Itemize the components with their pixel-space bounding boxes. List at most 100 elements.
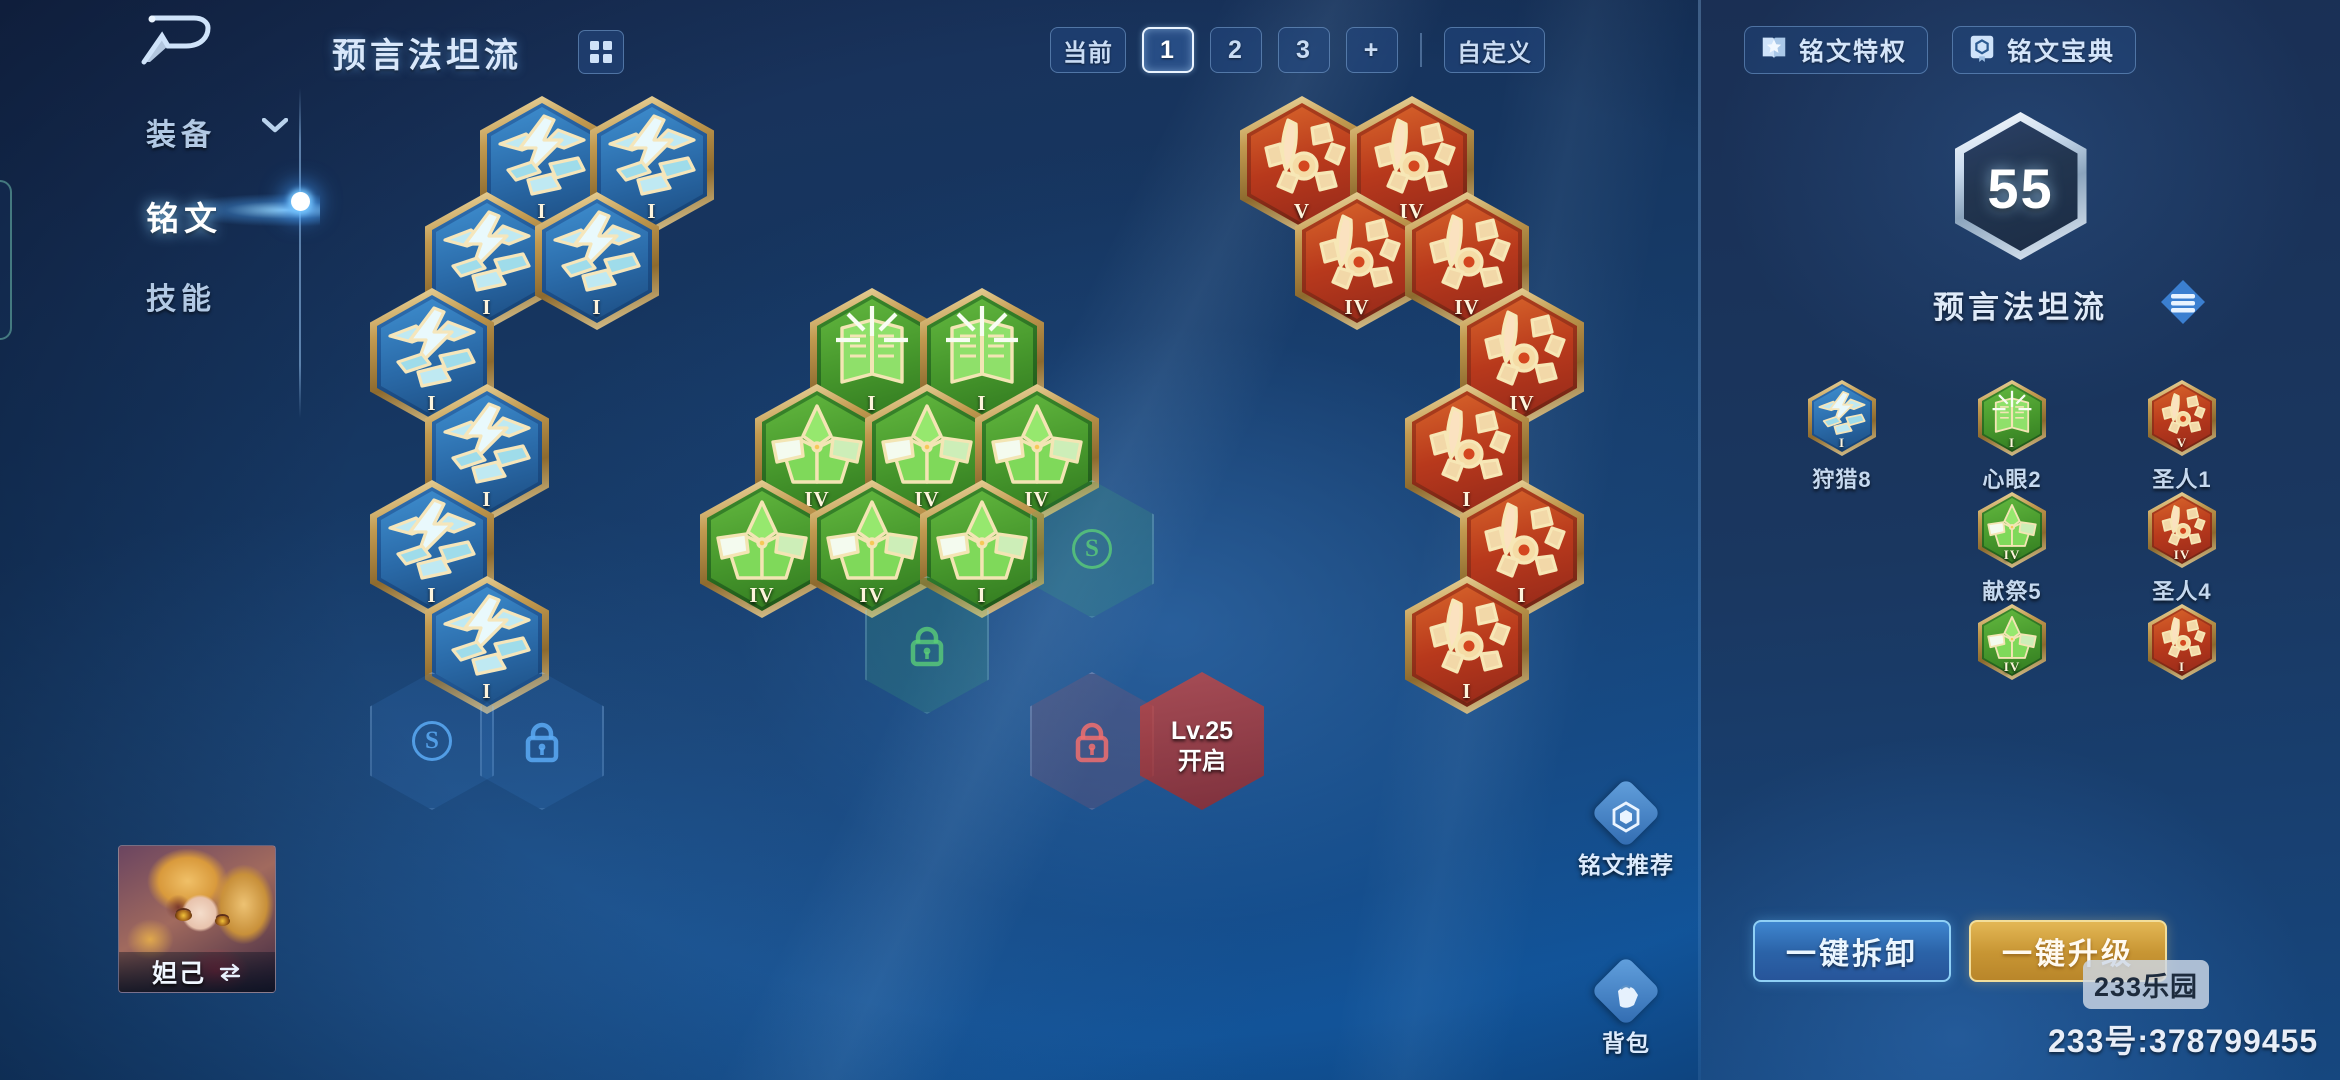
page-tab-2[interactable]: 2	[1210, 27, 1262, 73]
wing-flower-icon	[1417, 402, 1517, 488]
summary-hex-red: IV	[2148, 492, 2216, 568]
top-bar: 预言法坦流 当前 1 2 3 + 自定义	[0, 0, 1700, 78]
lightning-icon	[547, 210, 647, 296]
wing-flower-icon	[1472, 498, 1572, 584]
list-diamond-icon[interactable]	[2157, 276, 2209, 328]
swap-arrows-icon[interactable]	[218, 963, 242, 982]
wing-flower-icon	[1472, 306, 1572, 392]
locked-slot[interactable]	[480, 672, 604, 810]
add-page-button[interactable]: +	[1346, 27, 1398, 73]
lock-icon	[1073, 719, 1111, 763]
watermark-account: 233号:378799455	[2048, 1023, 2319, 1059]
inscription-hex-red[interactable]: IV	[1460, 288, 1584, 426]
backpack-button[interactable]: 背包	[1556, 955, 1696, 1066]
sidebar-item-inscription[interactable]: 铭文	[146, 200, 222, 237]
tri-shield-icon	[932, 498, 1032, 584]
summary-hex-green: I	[1978, 380, 2046, 456]
tri-shield-icon	[877, 402, 977, 488]
chevron-down-icon[interactable]	[261, 117, 289, 133]
hex-rank: IV	[2173, 547, 2191, 562]
hex-rank: I	[977, 583, 987, 607]
summary-hex-green: IV	[1978, 604, 2046, 680]
lock-icon	[908, 623, 946, 667]
inscription-hex-red[interactable]: I	[1460, 480, 1584, 618]
inscription-hex-red[interactable]: I	[1405, 384, 1529, 522]
inscription-hex-blue[interactable]: I	[535, 192, 659, 330]
sidebar-item-equipment[interactable]: 装备	[146, 119, 216, 152]
page-selector: 当前 1 2 3 + 自定义	[1050, 27, 1545, 73]
summary-item[interactable]: V 圣人1	[2107, 380, 2257, 492]
hex-rank: IV	[859, 583, 885, 607]
summary-item[interactable]: IV 圣人4	[2107, 492, 2257, 604]
inscription-hex-blue[interactable]: I	[480, 96, 604, 234]
lightning-icon	[602, 114, 702, 200]
tri-shield-icon	[822, 498, 922, 584]
book-star-icon	[1759, 32, 1789, 69]
grid-view-icon[interactable]	[578, 30, 624, 74]
inscription-hex-green[interactable]: I	[920, 480, 1044, 618]
slot-badge-s: S	[412, 721, 452, 761]
lock-icon	[523, 719, 561, 763]
lightning-icon	[382, 498, 482, 584]
sweep-logo-icon	[128, 14, 222, 66]
top-right-actions: 铭文特权 铭文宝典	[1744, 26, 2137, 74]
hex-rank: V	[1293, 199, 1311, 223]
wing-flower-icon	[2155, 502, 2209, 550]
inscription-hex-green[interactable]: IV	[700, 480, 824, 618]
summary-hex-red: I	[2148, 604, 2216, 680]
inscription-hex-green[interactable]: IV	[975, 384, 1099, 522]
summary-item[interactable]: I 狩猎8	[1767, 380, 1917, 492]
hex-rank: I	[537, 199, 547, 223]
hero-name: 妲己	[151, 960, 206, 988]
hex-rank: IV	[2003, 547, 2021, 562]
inscription-hex-red[interactable]: IV	[1295, 192, 1419, 330]
inscription-hex-red[interactable]: V	[1240, 96, 1364, 234]
empty-slot-special[interactable]: S	[370, 672, 494, 810]
level-gate-slot[interactable]: Lv.25 开启	[1140, 672, 1264, 810]
hero-name-bar: 妲己	[119, 952, 275, 992]
sidebar-active-dot	[291, 192, 310, 211]
empty-slot-special[interactable]: S	[1030, 480, 1154, 618]
inscription-recommend-button[interactable]: 铭文推荐	[1556, 777, 1696, 888]
slot-badge-s: S	[1072, 529, 1112, 569]
sidebar-edge-tab[interactable]	[0, 180, 12, 340]
wing-flower-icon	[1307, 210, 1407, 296]
summary-label: 狩猎8	[1812, 467, 1872, 492]
page-tab-3[interactable]: 3	[1278, 27, 1330, 73]
divider	[1420, 33, 1422, 67]
one-click-remove-button[interactable]: 一键拆卸	[1753, 920, 1951, 982]
inscription-hex-green[interactable]: IV	[810, 480, 934, 618]
hero-avatar-card[interactable]: 妲己	[118, 845, 276, 993]
hex-rank: I	[1462, 679, 1472, 703]
inscription-hex-red[interactable]: I	[1405, 576, 1529, 714]
hex-rank: I	[1838, 435, 1846, 450]
hex-rank: I	[647, 199, 657, 223]
inscription-privilege-label: 铭文特权	[1799, 38, 1908, 66]
inscription-privilege-button[interactable]: 铭文特权	[1744, 26, 1929, 74]
summary-item[interactable]: IV	[1937, 604, 2087, 716]
eye-book-icon	[822, 306, 922, 392]
current-page-button[interactable]: 当前	[1050, 27, 1126, 73]
inscription-codex-button[interactable]: 铭文宝典	[1952, 26, 2137, 74]
level-badge: 55	[1954, 112, 2087, 260]
hex-rank: IV	[2003, 659, 2021, 674]
inscription-hex-red[interactable]: IV	[1405, 192, 1529, 330]
summary-item[interactable]: I 心眼2	[1937, 380, 2087, 492]
sidebar-item-skills[interactable]: 技能	[146, 283, 216, 316]
summary-item[interactable]: IV 献祭5	[1937, 492, 2087, 604]
page-tab-1[interactable]: 1	[1142, 27, 1194, 73]
page-title: 预言法坦流	[332, 37, 522, 75]
summary-item[interactable]: I	[2107, 604, 2257, 716]
tri-shield-icon	[767, 402, 867, 488]
wing-flower-icon	[2155, 614, 2209, 662]
inscription-codex-label: 铭文宝典	[2007, 38, 2116, 66]
locked-slot[interactable]	[865, 576, 989, 714]
hex-rank: V	[2176, 435, 2188, 450]
avatar-detail	[215, 916, 230, 926]
one-click-upgrade-button[interactable]: 一键升级	[1969, 920, 2167, 982]
locked-slot[interactable]	[1030, 672, 1154, 810]
custom-button[interactable]: 自定义	[1444, 27, 1545, 73]
inscription-hex-blue[interactable]: I	[425, 576, 549, 714]
wing-flower-icon	[2155, 390, 2209, 438]
hex-rank: IV	[1344, 295, 1370, 319]
